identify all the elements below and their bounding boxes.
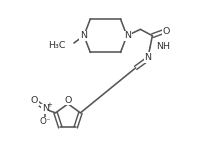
Text: +: +: [46, 102, 52, 108]
Text: NH: NH: [156, 42, 170, 51]
Text: O: O: [163, 27, 170, 36]
Text: N: N: [42, 104, 49, 113]
Text: N: N: [144, 53, 151, 62]
Text: O: O: [31, 96, 38, 105]
Text: H₃C: H₃C: [48, 41, 66, 50]
Text: N: N: [80, 31, 87, 40]
Text: O: O: [65, 96, 72, 105]
Text: O⁻: O⁻: [40, 117, 51, 126]
Text: N: N: [124, 31, 131, 40]
